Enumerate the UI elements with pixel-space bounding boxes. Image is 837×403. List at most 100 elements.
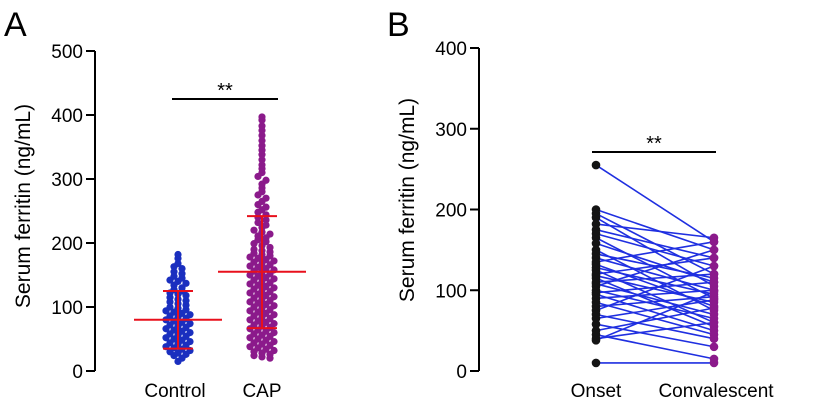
y-tick-label: 300 bbox=[51, 170, 83, 191]
data-points bbox=[591, 160, 719, 368]
panel-letter-b: B bbox=[387, 6, 410, 44]
data-point bbox=[262, 194, 270, 202]
y-axis-label: Serum ferritin (ng/mL) bbox=[396, 98, 419, 302]
mean-sd-bars bbox=[134, 215, 306, 350]
y-tick-label: 200 bbox=[435, 201, 467, 222]
y-tick-label: 200 bbox=[51, 234, 83, 255]
data-point bbox=[258, 113, 266, 121]
data-point bbox=[250, 226, 258, 234]
data-point bbox=[258, 137, 266, 145]
data-point bbox=[174, 259, 182, 268]
data-point bbox=[258, 142, 266, 150]
convalescent-point bbox=[709, 358, 719, 368]
panel-a: A Serum ferritin (ng/mL) 0 100 200 300 400 50… bbox=[4, 6, 306, 402]
data-point bbox=[270, 311, 278, 319]
convalescent-point bbox=[709, 253, 719, 263]
y-axis: 0 100 200 300 400 bbox=[435, 39, 480, 383]
data-point bbox=[270, 320, 278, 328]
data-point bbox=[270, 293, 278, 301]
data-point bbox=[262, 176, 270, 184]
onset-point bbox=[591, 160, 601, 170]
pair-line bbox=[595, 249, 715, 287]
pair-line bbox=[595, 277, 715, 328]
convalescent-point bbox=[709, 342, 719, 352]
data-point bbox=[250, 245, 258, 253]
panel-letter-a: A bbox=[4, 6, 27, 44]
x-tick-label: CAP bbox=[242, 381, 281, 402]
data-point bbox=[270, 302, 278, 310]
pair-line bbox=[595, 283, 715, 316]
onset-point bbox=[591, 319, 601, 329]
y-axis: 0 100 200 300 400 500 bbox=[51, 42, 96, 383]
convalescent-point bbox=[709, 287, 719, 297]
data-point bbox=[270, 257, 278, 265]
convalescent-point bbox=[709, 237, 719, 247]
y-tick-label: 100 bbox=[435, 281, 467, 302]
onset-point bbox=[591, 239, 601, 248]
pair-line bbox=[595, 208, 715, 251]
y-tick-label: 300 bbox=[435, 120, 467, 141]
data-point bbox=[262, 203, 270, 211]
y-tick-label: 0 bbox=[72, 362, 83, 383]
convalescent-point bbox=[709, 334, 719, 344]
pair-line bbox=[595, 223, 715, 239]
data-point bbox=[266, 230, 274, 238]
data-point bbox=[270, 275, 278, 283]
paired-lines bbox=[595, 164, 715, 364]
convalescent-point bbox=[709, 269, 719, 279]
data-point bbox=[186, 337, 194, 346]
onset-point bbox=[591, 358, 601, 368]
convalescent-point bbox=[709, 277, 719, 287]
onset-point bbox=[591, 336, 601, 345]
pair-line bbox=[595, 321, 715, 340]
convalescent-point bbox=[709, 295, 719, 305]
significance-label: ** bbox=[646, 133, 662, 155]
pair-line bbox=[595, 299, 715, 320]
pair-line bbox=[595, 289, 715, 300]
data-point bbox=[186, 329, 194, 337]
data-point bbox=[178, 270, 186, 278]
y-tick-label: 400 bbox=[51, 106, 83, 127]
data-point bbox=[166, 303, 174, 311]
pair-line bbox=[595, 289, 715, 320]
pair-line bbox=[595, 257, 715, 292]
pair-line bbox=[595, 295, 715, 308]
y-axis-label: Serum ferritin (ng/mL) bbox=[12, 104, 35, 308]
data-point bbox=[182, 279, 190, 287]
x-tick-label: Control bbox=[144, 381, 205, 402]
data-point bbox=[254, 218, 262, 227]
convalescent-point bbox=[709, 318, 719, 327]
convalescent-point bbox=[709, 303, 719, 313]
data-point bbox=[258, 161, 266, 169]
data-point bbox=[270, 337, 278, 346]
convalescent-point bbox=[709, 261, 719, 271]
pair-line bbox=[595, 228, 715, 259]
data-point bbox=[258, 156, 266, 164]
data-point bbox=[270, 284, 278, 292]
pair-line bbox=[595, 164, 715, 243]
pair-line bbox=[595, 323, 715, 348]
pair-line bbox=[595, 333, 715, 360]
data-point bbox=[174, 250, 182, 259]
y-tick-label: 100 bbox=[51, 298, 83, 319]
data-point bbox=[170, 268, 178, 276]
significance-label: ** bbox=[217, 80, 233, 102]
convalescent-point bbox=[709, 245, 719, 255]
data-point bbox=[270, 329, 278, 337]
pair-line bbox=[595, 241, 715, 263]
pair-line bbox=[595, 307, 715, 332]
pair-line bbox=[595, 313, 715, 340]
data-point bbox=[262, 216, 270, 224]
y-tick-label: 400 bbox=[435, 39, 467, 60]
onset-point bbox=[591, 213, 601, 222]
data-point bbox=[258, 122, 266, 130]
y-tick-label: 0 bbox=[456, 362, 467, 383]
data-point bbox=[258, 131, 266, 140]
data-point bbox=[178, 265, 186, 273]
data-point bbox=[262, 221, 270, 229]
x-tick-label: Convalescent bbox=[658, 381, 774, 402]
pair-line bbox=[595, 265, 715, 312]
y-tick-label: 500 bbox=[51, 42, 83, 63]
pair-line bbox=[595, 257, 715, 275]
